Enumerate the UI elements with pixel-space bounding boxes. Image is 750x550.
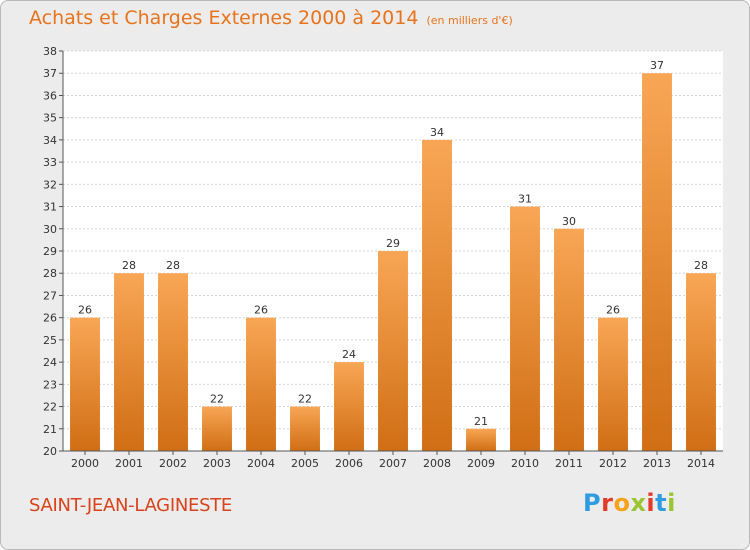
bar-2007 xyxy=(378,251,408,451)
y-tick-label: 34 xyxy=(43,134,57,147)
y-tick-label: 37 xyxy=(43,67,57,80)
value-label-2013: 37 xyxy=(650,59,664,72)
bar-2014 xyxy=(686,273,716,451)
y-tick-label: 22 xyxy=(43,401,57,414)
value-label-2011: 30 xyxy=(562,215,576,228)
chart-title: Achats et Charges Externes 2000 à 2014 (e… xyxy=(29,7,513,29)
x-tick-label-2005: 2005 xyxy=(291,457,319,470)
y-tick-label: 20 xyxy=(43,445,57,458)
bar-2008 xyxy=(422,139,452,451)
proxiti-logo: Proxiti xyxy=(583,489,676,517)
bar-2005 xyxy=(290,406,320,451)
y-tick-label: 27 xyxy=(43,289,57,302)
bar-2013 xyxy=(642,73,672,451)
x-axis: 2000 2001 2002 2003 2004 2005 2006 2007 2008 2009… xyxy=(63,450,723,470)
y-tick-label: 21 xyxy=(43,423,57,436)
bar-2010 xyxy=(510,206,540,451)
x-tick-label-2013: 2013 xyxy=(643,457,671,470)
logo-letter: r xyxy=(601,489,614,517)
bar-2006 xyxy=(334,362,364,451)
chart-subtitle: (en milliers d'€) xyxy=(426,14,513,27)
y-tick-label: 24 xyxy=(43,356,57,369)
x-tick-label-2001: 2001 xyxy=(115,457,143,470)
value-label-2012: 26 xyxy=(606,304,620,317)
y-tick-label: 32 xyxy=(43,178,57,191)
bar-2003 xyxy=(202,406,232,451)
bar-2000 xyxy=(70,317,100,451)
bar-2012 xyxy=(598,317,628,451)
bar-2011 xyxy=(554,228,584,451)
x-tick-label-2000: 2000 xyxy=(71,457,99,470)
x-tick-label-2002: 2002 xyxy=(159,457,187,470)
value-label-2014: 28 xyxy=(694,259,708,272)
logo-letter: P xyxy=(583,489,602,517)
y-tick-label: 28 xyxy=(43,267,57,280)
value-label-2003: 22 xyxy=(210,393,224,406)
value-label-2009: 21 xyxy=(474,415,488,428)
y-tick-label: 30 xyxy=(43,223,57,236)
value-label-2010: 31 xyxy=(518,193,532,206)
value-label-2005: 22 xyxy=(298,393,312,406)
x-tick-label-2007: 2007 xyxy=(379,457,407,470)
value-label-2004: 26 xyxy=(254,304,268,317)
y-tick-label: 23 xyxy=(43,378,57,391)
y-tick-label: 31 xyxy=(43,201,57,214)
chart-title-text: Achats et Charges Externes 2000 à 2014 xyxy=(29,7,419,29)
value-label-2008: 34 xyxy=(430,126,444,139)
x-tick-label-2008: 2008 xyxy=(423,457,451,470)
bar-2002 xyxy=(158,273,188,451)
x-tick-label-2012: 2012 xyxy=(599,457,627,470)
x-tick-label-2003: 2003 xyxy=(203,457,231,470)
x-tick-label-2004: 2004 xyxy=(247,457,275,470)
bar-2004 xyxy=(246,317,276,451)
value-label-2007: 29 xyxy=(386,237,400,250)
y-tick-label: 26 xyxy=(43,312,57,325)
x-tick-label-2011: 2011 xyxy=(555,457,583,470)
logo-letter: x xyxy=(630,489,647,517)
y-tick-label: 36 xyxy=(43,89,57,102)
logo-letter: o xyxy=(613,489,631,517)
value-label-2000: 26 xyxy=(78,304,92,317)
value-label-2002: 28 xyxy=(166,259,180,272)
y-tick-label: 33 xyxy=(43,156,57,169)
place-name: SAINT-JEAN-LAGINESTE xyxy=(29,495,232,516)
logo-letter: t xyxy=(655,489,668,517)
value-label-2006: 24 xyxy=(342,348,356,361)
logo-letter: i xyxy=(646,489,656,517)
bars: 26 28 28 22 26 22 24 29 34 21 31 30 26 37 28 xyxy=(70,59,716,451)
logo-letter: i xyxy=(667,489,676,517)
x-tick-label-2009: 2009 xyxy=(467,457,495,470)
bar-2009 xyxy=(466,428,496,451)
y-axis: 20 21 22 23 24 25 26 27 28 29 30 31 32 33 34 35 36 37 38 xyxy=(43,45,64,458)
y-tick-label: 38 xyxy=(43,45,57,58)
x-tick-label-2014: 2014 xyxy=(687,457,715,470)
y-tick-label: 25 xyxy=(43,334,57,347)
x-tick-label-2010: 2010 xyxy=(511,457,539,470)
bar-2001 xyxy=(114,273,144,451)
y-tick-label: 29 xyxy=(43,245,57,258)
y-tick-label: 35 xyxy=(43,112,57,125)
x-tick-label-2006: 2006 xyxy=(335,457,363,470)
value-label-2001: 28 xyxy=(122,259,136,272)
